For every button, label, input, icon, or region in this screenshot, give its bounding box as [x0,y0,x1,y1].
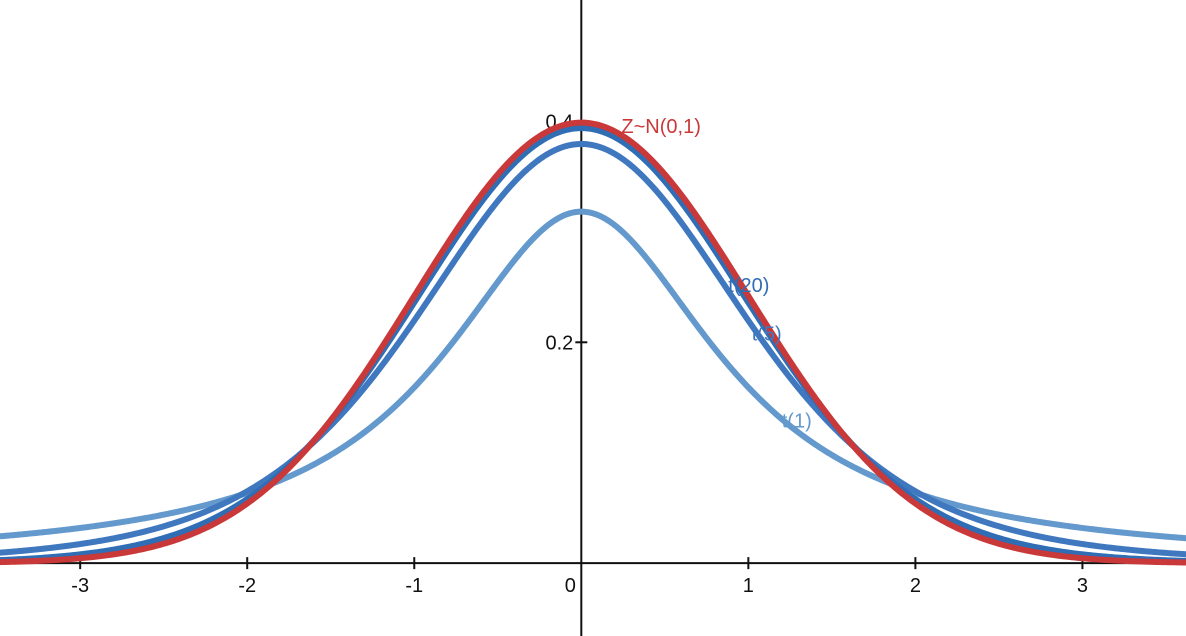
series-line-t-1 [0,208,1186,542]
curves [0,119,1186,566]
series-line-t-5 [0,140,1186,558]
x-tick-label: -2 [238,575,256,597]
series-line-z-n-0-1 [0,119,1186,566]
x-tick-label: -3 [71,575,89,597]
x-tick-label: 1 [743,575,754,597]
series-label: Z~N(0,1) [621,116,700,138]
x-tick-label: 3 [1077,575,1088,597]
x-tick-label: 2 [910,575,921,597]
series-label: t(5) [752,323,782,345]
series-line-t-20 [0,125,1186,564]
x-tick-label: -1 [405,575,423,597]
series-label: t(20) [728,275,769,297]
curve-labels: t(1) t(5) t(20) Z~N(0,1) [621,116,811,433]
y-tick-label: 0.2 [545,332,573,354]
x-tick-label: 0 [565,575,576,597]
series-label: t(1) [782,411,812,433]
